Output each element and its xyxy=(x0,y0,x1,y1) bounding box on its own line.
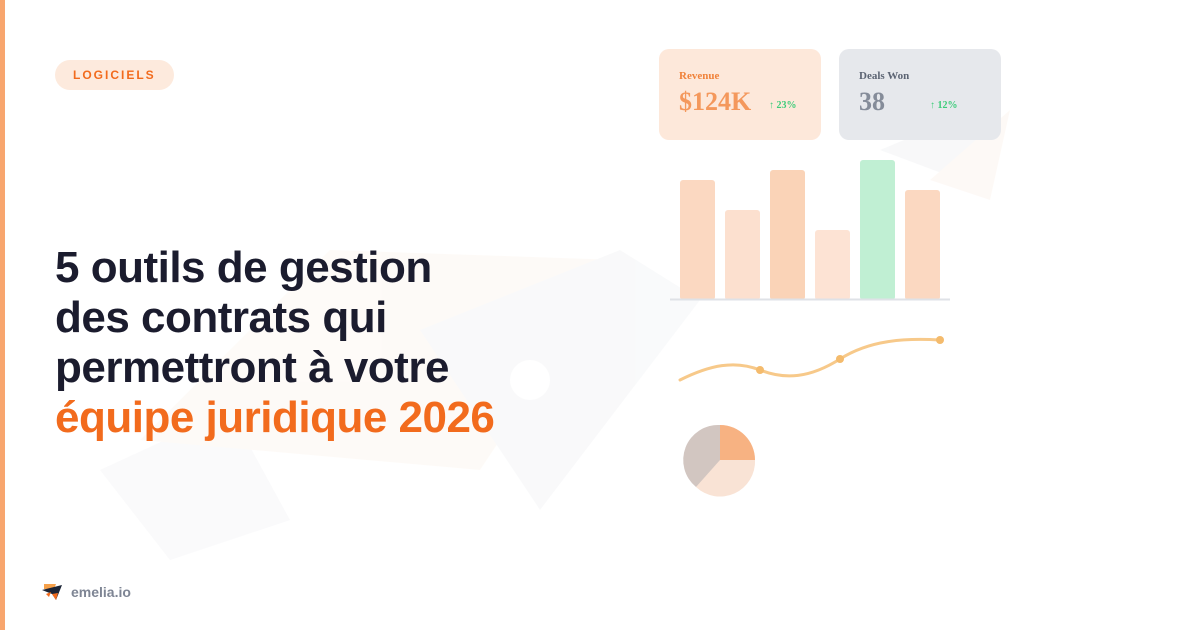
line-chart xyxy=(678,336,944,382)
deals-value: 38 xyxy=(859,87,885,116)
deals-delta: ↑ 12% xyxy=(930,100,958,111)
brand-footer[interactable]: emelia.io xyxy=(42,582,131,602)
line-point-1 xyxy=(756,366,764,374)
left-accent-bar xyxy=(0,0,5,630)
deals-label: Deals Won xyxy=(859,70,910,82)
category-badge[interactable]: LOGICIELS xyxy=(55,60,174,90)
bar-6 xyxy=(905,190,940,300)
title-line-3: permettront à votre xyxy=(55,343,449,392)
title-line-accent: équipe juridique 2026 xyxy=(55,393,495,442)
line-point-3 xyxy=(936,336,944,344)
bar-5 xyxy=(860,160,895,300)
page-title: 5 outils de gestion des contrats qui per… xyxy=(55,243,675,443)
revenue-value: $124K xyxy=(679,87,752,116)
revenue-delta: ↑ 23% xyxy=(769,100,797,111)
deals-won-card: Deals Won 38 ↑ 12% xyxy=(839,49,1001,140)
bar-3 xyxy=(770,170,805,300)
title-line-2: des contrats qui xyxy=(55,293,387,342)
bar-4 xyxy=(815,230,850,300)
title-line-1: 5 outils de gestion xyxy=(55,243,432,292)
bar-2 xyxy=(725,210,760,300)
bar-1 xyxy=(680,180,715,300)
revenue-label: Revenue xyxy=(679,70,720,82)
line-point-2 xyxy=(836,355,844,363)
bar-chart xyxy=(670,160,950,301)
revenue-card: Revenue $124K ↑ 23% xyxy=(659,49,821,140)
pie-chart xyxy=(683,424,756,497)
emelia-logo-icon xyxy=(42,584,62,600)
brand-name: emelia.io xyxy=(71,584,131,600)
